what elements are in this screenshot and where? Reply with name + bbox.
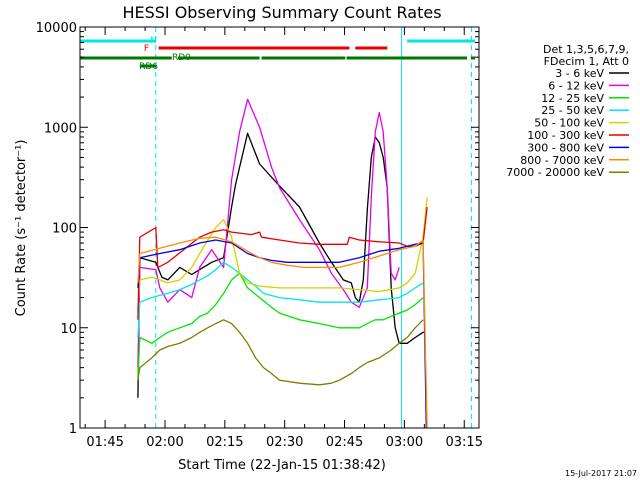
observing-flags: NF RD0 RD6 <box>80 36 476 72</box>
legend-label-8: 7000 - 20000 keV <box>506 166 604 179</box>
legend-label-6: 300 - 800 keV <box>527 141 604 154</box>
x-tick-label-2: 02:15 <box>206 435 243 450</box>
x-axis: 01:45 02:00 02:15 02:30 02:45 03:00 03:15 <box>84 27 483 450</box>
series-line-5 <box>137 206 428 320</box>
legend-label-2: 12 - 25 keV <box>541 92 604 105</box>
x-tick-label-3: 02:30 <box>266 435 303 450</box>
y-axis-label: Count Rate (s⁻¹ detector⁻¹) <box>14 140 29 317</box>
legend-label-3: 25 - 50 keV <box>541 104 604 117</box>
y-tick-label-1: 10 <box>60 322 77 337</box>
legend-label-0: 3 - 6 keV <box>555 67 604 80</box>
series-lines <box>137 98 428 429</box>
legend-label-7: 800 - 7000 keV <box>520 154 604 167</box>
legend: Det 1,3,5,6,7,9,FDecim 1, Att 03 - 6 keV… <box>506 43 629 179</box>
series-line-6 <box>137 239 427 429</box>
legend-label-4: 50 - 100 keV <box>534 117 604 130</box>
footer-date: 15-Jul-2017 21:07 <box>565 469 637 478</box>
series-line-2 <box>137 272 424 381</box>
series-line-8 <box>137 319 424 386</box>
x-tick-label-4: 02:45 <box>326 435 363 450</box>
x-tick-label-6: 03:15 <box>446 435 483 450</box>
y-tick-label-2: 100 <box>52 222 77 237</box>
flag-f-label: F <box>144 44 149 54</box>
legend-label-5: 100 - 300 keV <box>527 129 604 142</box>
x-tick-label-1: 02:00 <box>146 435 183 450</box>
y-tick-label-4: 10000 <box>36 21 77 36</box>
series-line-7 <box>137 236 428 429</box>
legend-header-0: Det 1,3,5,6,7,9, <box>543 43 629 56</box>
series-line-4 <box>137 197 428 311</box>
y-tick-label-0: 1 <box>69 422 77 437</box>
x-tick-label-5: 03:00 <box>386 435 423 450</box>
series-line-3 <box>137 261 424 338</box>
flag-rd6-label: RD6 <box>139 62 158 72</box>
legend-label-1: 6 - 12 keV <box>548 79 604 92</box>
x-axis-label: Start Time (22-Jan-15 01:38:42) <box>178 458 386 473</box>
x-tick-label-0: 01:45 <box>86 435 123 450</box>
legend-header-1: FDecim 1, Att 0 <box>544 55 629 68</box>
flag-rd0-label: RD0 <box>172 53 191 63</box>
chart-title: HESSI Observing Summary Count Rates <box>122 3 441 22</box>
y-tick-label-3: 1000 <box>44 121 77 136</box>
y-axis: 1 10 100 1000 10000 <box>36 21 479 437</box>
flag-n-label: N <box>150 36 157 46</box>
